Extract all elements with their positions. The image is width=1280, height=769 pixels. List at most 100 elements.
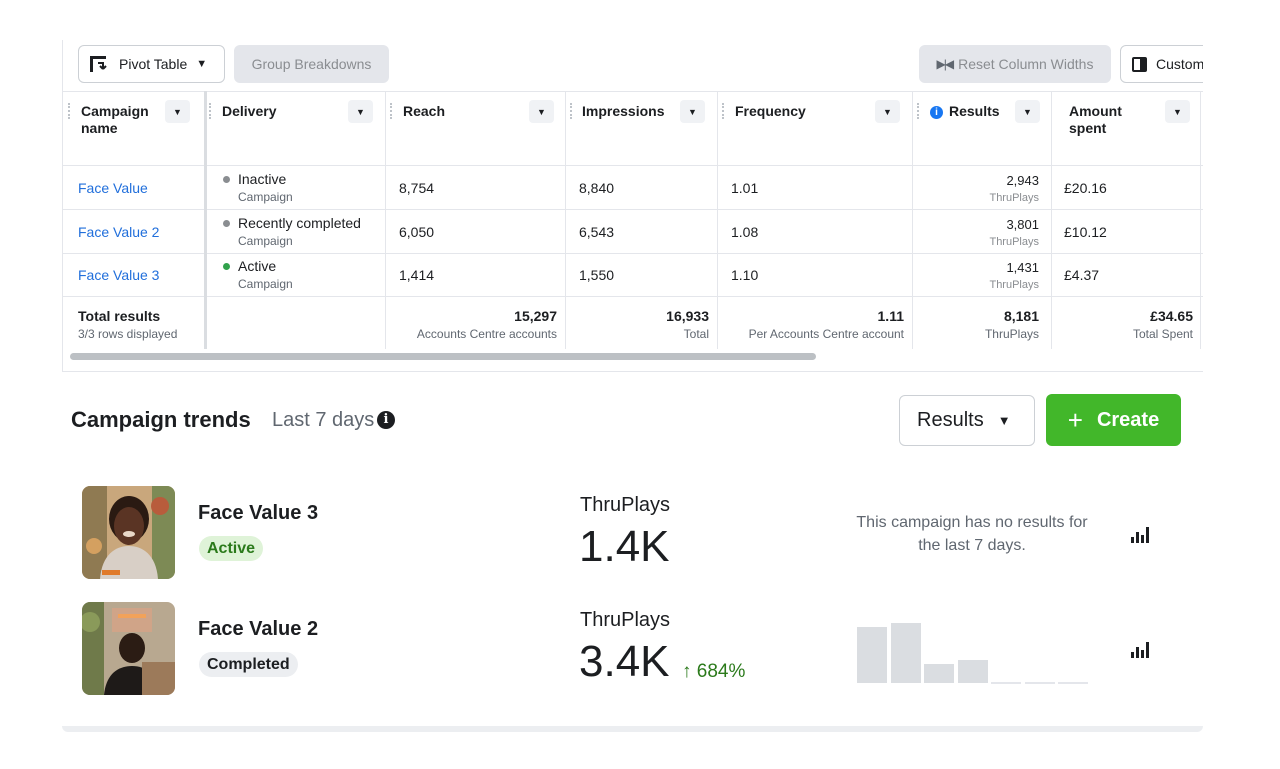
daily-result-bar (890, 623, 921, 683)
status-badge: Completed (199, 652, 298, 677)
campaign-name[interactable]: Face Value 3 (198, 502, 319, 524)
total-amount-spent: £34.65 (1150, 308, 1193, 324)
reach-value: 8,754 (399, 180, 435, 196)
pivot-table-button[interactable]: Pivot Table ▼ (78, 45, 225, 83)
frequency-value: 1.01 (731, 180, 759, 196)
header-impressions[interactable]: Impressions (582, 103, 665, 119)
results-sort-dropdown[interactable]: ▼ (1015, 100, 1040, 123)
column-divider (912, 91, 913, 349)
reset-columns-icon: ▶|◀ (936, 57, 955, 71)
reach-value: 6,050 (399, 224, 435, 240)
customise-columns-button[interactable]: Custom (1120, 45, 1203, 83)
campaign-name-link[interactable]: Face Value 2 (78, 224, 160, 240)
thumbnail-image (82, 486, 175, 579)
total-reach-unit: Accounts Centre accounts (416, 327, 557, 341)
campaign-thumbnail[interactable] (82, 486, 175, 579)
caret-down-icon: ▼ (997, 413, 1011, 428)
impressions-value: 6,543 (579, 224, 615, 240)
column-drag-handle[interactable] (722, 103, 725, 119)
group-breakdowns-button[interactable]: Group Breakdowns (234, 45, 389, 83)
header-results[interactable]: i Results (930, 103, 1000, 120)
column-divider (565, 91, 566, 349)
amount-spent-value: £10.12 (1064, 224, 1107, 240)
delivery-status: Recently completed (238, 215, 361, 231)
customise-columns-label: Custom (1156, 56, 1203, 72)
frequency-sort-dropdown[interactable]: ▼ (875, 100, 900, 123)
table-top-border (63, 91, 1203, 92)
delivery-level: Campaign (238, 234, 293, 248)
info-icon[interactable]: i (930, 106, 943, 119)
column-divider (385, 91, 386, 349)
status-badge: Active (199, 536, 264, 561)
daily-result-bar (924, 664, 954, 683)
impressions-sort-dropdown[interactable]: ▼ (680, 100, 705, 123)
bar-chart-icon[interactable] (1130, 523, 1152, 545)
results-value: 3,801 (1006, 217, 1039, 232)
metric-value: 3.4K (579, 637, 670, 686)
totals-divider (63, 296, 1203, 297)
total-results: 8,181 (1003, 308, 1039, 324)
delivery-level: Campaign (238, 190, 293, 204)
results-type: ThruPlays (989, 192, 1039, 204)
header-frequency[interactable]: Frequency (735, 103, 806, 119)
campaign-trends-card (62, 372, 1203, 732)
impressions-value: 1,550 (579, 267, 615, 283)
column-drag-handle[interactable] (917, 103, 920, 119)
results-value: 2,943 (1006, 173, 1039, 188)
column-drag-handle[interactable] (209, 103, 212, 119)
campaign-thumbnail[interactable] (82, 602, 175, 695)
reset-column-widths-label: Reset Column Widths (958, 56, 1094, 72)
daily-result-bar-empty (991, 682, 1021, 684)
horizontal-scrollbar[interactable] (70, 353, 816, 360)
amount-spent-sort-dropdown[interactable]: ▼ (1165, 100, 1190, 123)
plus-icon: + (1067, 405, 1083, 435)
results-metric-dropdown[interactable]: Results ▼ (899, 395, 1035, 446)
column-drag-handle[interactable] (390, 103, 393, 119)
reach-sort-dropdown[interactable]: ▼ (529, 100, 554, 123)
frequency-value: 1.10 (731, 267, 759, 283)
pivot-table-label: Pivot Table (119, 56, 188, 72)
header-results-label: Results (949, 103, 1000, 119)
campaign-name[interactable]: Face Value 2 (198, 618, 319, 640)
info-icon[interactable]: i (377, 411, 395, 429)
header-delivery[interactable]: Delivery (222, 103, 277, 119)
no-results-message: This campaign has no results for the las… (856, 514, 1088, 554)
campaign-name-link[interactable]: Face Value (78, 180, 148, 196)
rows-displayed: 3/3 rows displayed (78, 327, 178, 341)
create-label: Create (1096, 408, 1160, 431)
group-breakdowns-label: Group Breakdowns (251, 56, 372, 72)
reset-column-widths-button[interactable]: ▶|◀ Reset Column Widths (919, 45, 1111, 83)
daily-result-bar-empty (1024, 682, 1055, 684)
total-reach: 15,297 (514, 308, 557, 324)
campaign-name-link[interactable]: Face Value 3 (78, 267, 160, 283)
metric-label: ThruPlays (580, 494, 671, 516)
total-amount-spent-unit: Total Spent (1132, 327, 1193, 341)
header-reach[interactable]: Reach (403, 103, 446, 119)
metric-value: 1.4K (579, 522, 670, 571)
pivot-table-icon (90, 56, 107, 72)
thumbnail-image (82, 602, 175, 695)
amount-spent-value: £4.37 (1064, 267, 1100, 283)
columns-icon (1132, 56, 1147, 72)
delivery-sort-dropdown[interactable]: ▼ (348, 100, 373, 123)
header-campaign-name[interactable]: Campaign name (81, 103, 149, 136)
amount-spent-value: £20.16 (1064, 180, 1107, 196)
campaign-table-card: Pivot Table ▼ Group Breakdowns ▶|◀ Reset… (62, 40, 1203, 372)
header-amount-spent[interactable]: Amount spent (1069, 103, 1122, 136)
reach-value: 1,414 (399, 267, 435, 283)
total-frequency: 1.11 (877, 308, 904, 324)
metric-change: ↑ 684% (682, 661, 746, 682)
delivery-status: Active (238, 258, 277, 274)
row-divider (63, 209, 1203, 210)
campaign-name-sort-dropdown[interactable]: ▼ (165, 100, 190, 123)
header-bottom-border (63, 165, 1203, 166)
daily-result-bar (957, 660, 988, 683)
results-value: 1,431 (1006, 260, 1039, 275)
results-dropdown-label: Results (917, 409, 984, 431)
bar-chart-icon[interactable] (1130, 638, 1152, 660)
column-drag-handle[interactable] (570, 103, 573, 119)
create-button[interactable]: + Create (1046, 394, 1181, 446)
total-results-label: Total results (78, 308, 161, 324)
column-drag-handle[interactable] (68, 103, 71, 119)
